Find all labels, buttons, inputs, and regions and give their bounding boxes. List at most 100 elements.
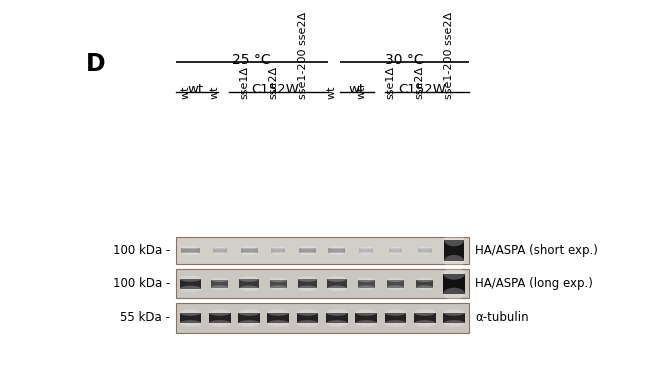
Ellipse shape <box>239 285 259 291</box>
Text: 100 kDa -: 100 kDa - <box>113 244 170 257</box>
Text: sse1-200 sse2Δ: sse1-200 sse2Δ <box>444 11 454 99</box>
Ellipse shape <box>358 278 375 282</box>
Ellipse shape <box>209 309 231 316</box>
Ellipse shape <box>179 286 202 292</box>
Bar <box>414 312 436 323</box>
Ellipse shape <box>414 320 436 326</box>
Bar <box>444 240 464 261</box>
Bar <box>328 248 345 253</box>
Text: sse1Δ: sse1Δ <box>239 66 249 99</box>
Bar <box>297 312 318 323</box>
Text: wt: wt <box>181 85 190 99</box>
Ellipse shape <box>299 252 316 255</box>
Ellipse shape <box>179 276 202 282</box>
Text: sse2Δ: sse2Δ <box>268 65 278 99</box>
Ellipse shape <box>385 309 406 316</box>
Text: 25 °C: 25 °C <box>233 53 271 67</box>
Ellipse shape <box>298 285 317 291</box>
Ellipse shape <box>181 252 200 255</box>
Ellipse shape <box>326 309 348 316</box>
Bar <box>299 248 316 253</box>
Bar <box>209 312 231 323</box>
Text: C152W: C152W <box>251 83 299 96</box>
Ellipse shape <box>179 320 202 326</box>
Text: wt: wt <box>327 85 337 99</box>
Ellipse shape <box>443 320 465 326</box>
Bar <box>176 237 469 264</box>
Ellipse shape <box>327 285 346 291</box>
Bar <box>211 280 228 287</box>
Text: wt: wt <box>188 83 204 96</box>
Ellipse shape <box>181 246 200 249</box>
Text: sse1-200 sse2Δ: sse1-200 sse2Δ <box>298 11 307 99</box>
Text: wt: wt <box>356 85 366 99</box>
Ellipse shape <box>270 278 287 282</box>
Ellipse shape <box>213 251 227 254</box>
Bar <box>176 303 469 333</box>
Ellipse shape <box>328 246 345 249</box>
Ellipse shape <box>238 320 260 326</box>
Ellipse shape <box>359 247 373 250</box>
Ellipse shape <box>444 255 464 268</box>
Ellipse shape <box>387 278 404 282</box>
Bar <box>389 248 402 253</box>
Bar <box>240 248 257 253</box>
Ellipse shape <box>328 252 345 255</box>
Ellipse shape <box>358 285 375 290</box>
Ellipse shape <box>326 320 348 326</box>
Ellipse shape <box>443 268 465 280</box>
Text: HA/ASPA (short exp.): HA/ASPA (short exp.) <box>475 244 598 257</box>
Ellipse shape <box>416 285 434 290</box>
Ellipse shape <box>211 278 228 282</box>
Bar <box>179 279 202 289</box>
Ellipse shape <box>443 288 465 300</box>
Ellipse shape <box>240 246 257 249</box>
Ellipse shape <box>213 247 227 250</box>
Ellipse shape <box>240 252 257 255</box>
Text: sse1Δ: sse1Δ <box>385 66 395 99</box>
Text: wt: wt <box>210 85 220 99</box>
Bar <box>418 248 432 253</box>
Bar <box>181 248 200 253</box>
Text: 55 kDa -: 55 kDa - <box>120 312 170 325</box>
Ellipse shape <box>387 285 404 290</box>
Bar <box>239 279 259 288</box>
Bar <box>327 279 346 288</box>
Ellipse shape <box>418 251 432 254</box>
Ellipse shape <box>268 320 289 326</box>
Text: 100 kDa -: 100 kDa - <box>113 277 170 290</box>
Ellipse shape <box>298 276 317 282</box>
Ellipse shape <box>356 309 377 316</box>
Bar <box>358 280 375 287</box>
Bar <box>387 280 404 287</box>
Ellipse shape <box>271 251 285 254</box>
Ellipse shape <box>444 233 464 246</box>
Bar <box>385 312 406 323</box>
Text: wt: wt <box>348 83 365 96</box>
Ellipse shape <box>414 309 436 316</box>
Ellipse shape <box>389 247 402 250</box>
Ellipse shape <box>270 285 287 290</box>
Bar <box>270 280 287 287</box>
Ellipse shape <box>297 320 318 326</box>
Bar <box>443 274 465 294</box>
Ellipse shape <box>327 276 346 282</box>
Ellipse shape <box>209 320 231 326</box>
Bar <box>176 269 469 298</box>
Ellipse shape <box>356 320 377 326</box>
Bar <box>238 312 260 323</box>
Text: 30 °C: 30 °C <box>385 53 424 67</box>
Text: HA/ASPA (long exp.): HA/ASPA (long exp.) <box>475 277 593 290</box>
Ellipse shape <box>268 309 289 316</box>
Ellipse shape <box>385 320 406 326</box>
Ellipse shape <box>179 309 202 316</box>
Bar <box>271 248 285 253</box>
Text: α-tubulin: α-tubulin <box>475 312 528 325</box>
Bar <box>356 312 377 323</box>
Ellipse shape <box>389 251 402 254</box>
Text: D: D <box>86 52 105 75</box>
Bar <box>179 312 202 323</box>
Ellipse shape <box>418 247 432 250</box>
Ellipse shape <box>238 309 260 316</box>
Bar <box>443 312 465 323</box>
